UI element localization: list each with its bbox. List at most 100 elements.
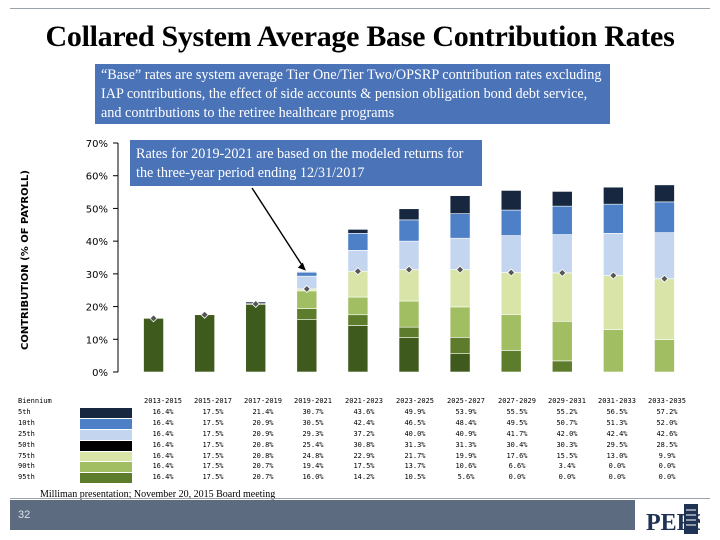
bar-segment-90th-75th	[500, 314, 522, 351]
bar-segment-95th-90th	[551, 360, 573, 373]
table-cell: 17.5%	[353, 462, 375, 471]
table-cell: 16.4%	[152, 473, 174, 482]
bar-segment-10th-5th	[654, 184, 675, 203]
median-marker	[302, 284, 311, 293]
table-cell: 10.5%	[404, 473, 426, 482]
table-row-label: 95th	[18, 473, 35, 482]
y-tick-label: 40%	[86, 237, 108, 248]
table-row: 90th 16.4% 17.5% 20.7% 19.4% 17.5% 13.7% 10.6% 6…	[18, 461, 718, 473]
table-cell: 0.0%	[608, 473, 626, 482]
table-cell: 28.5%	[656, 440, 678, 449]
bar-segment-90th-75th	[398, 300, 420, 328]
table-cell: 24.8%	[302, 451, 324, 460]
table-cell: 42.0%	[556, 429, 578, 438]
table-cell: 16.0%	[302, 473, 324, 482]
table-cell: 19.4%	[302, 462, 324, 471]
bar-segment-25th-10th	[449, 213, 471, 239]
table-cell: 30.4%	[506, 440, 528, 449]
contribution-chart: 0% 10% 20% 30% 40% 50% 60% 70%	[86, 139, 675, 379]
median-marker	[456, 265, 465, 274]
table-row-label: 5th	[18, 407, 31, 416]
bar-segment-75th-50th	[551, 272, 573, 322]
bar-segment-25th-10th	[654, 201, 675, 233]
bar-segment-75th-50th	[398, 269, 420, 302]
table-cell: 20.7%	[252, 462, 274, 471]
table-cell: 3.4%	[558, 462, 576, 471]
bar-segment-50th-25th	[551, 234, 573, 274]
base-rates-note: “Base” rates are system average Tier One…	[95, 64, 610, 124]
y-axis-label: CONTRIBUTION (% OF PAYROLL)	[20, 170, 31, 350]
slide-title: Collared System Average Base Contributio…	[45, 20, 675, 53]
table-cell: 37.2%	[353, 429, 375, 438]
table-cell: 0.0%	[658, 462, 676, 471]
table-cell: 30.7%	[302, 407, 324, 416]
bar-segment-10th-5th	[603, 186, 624, 205]
table-cell: 46.5%	[404, 418, 426, 427]
table-cell: 31.3%	[404, 440, 426, 449]
table-cell: 30.3%	[556, 440, 578, 449]
table-cell: 13.7%	[404, 462, 426, 471]
table-header-row: Biennium 2013-2015 2015-2017 2017-2019 2019-…	[18, 396, 718, 407]
bar-segment-90th-75th	[449, 306, 471, 338]
bar-segment-25th-10th	[603, 203, 624, 234]
table-cell: 52.0%	[656, 418, 678, 427]
bar-segment-95th-90th	[449, 337, 471, 354]
table-cell: 17.5%	[202, 473, 224, 482]
bar-segment-90th-75th	[347, 296, 369, 316]
bar-segment-below-95th	[194, 314, 215, 373]
table-cell: 40.9%	[455, 429, 477, 438]
table-cell: 0.0%	[608, 462, 626, 471]
median-marker	[660, 274, 669, 283]
bar-segment-90th-75th	[551, 320, 573, 362]
table-cell: 20.7%	[252, 473, 274, 482]
table-cell: 15.5%	[556, 451, 578, 460]
callout-arrowhead	[297, 262, 306, 271]
table-cell: 20.8%	[252, 440, 274, 449]
table-cell: 42.4%	[353, 418, 375, 427]
table-cell: 16.4%	[152, 407, 174, 416]
modeled-returns-callout: Rates for 2019-2021 are based on the mod…	[130, 140, 482, 186]
y-tick-label: 10%	[86, 335, 108, 346]
bar-segment-below-95th	[245, 303, 267, 373]
table-cell: 17.5%	[202, 429, 224, 438]
table-cell: 17.5%	[202, 418, 224, 427]
bar-segment-95th-90th	[347, 314, 369, 326]
table-cell: 31.3%	[455, 440, 477, 449]
y-tick-label: 30%	[86, 270, 108, 281]
table-row-label: 50th	[18, 440, 35, 449]
table-row: 25th 16.4% 17.5% 20.9% 29.3% 37.2% 40.0% 40.9% 4…	[18, 428, 718, 440]
table-cell: 30.8%	[353, 440, 375, 449]
table-column-header: 2031-2033	[598, 397, 636, 405]
table-column-header: 2015-2017	[194, 397, 232, 405]
table-cell: 14.2%	[353, 473, 375, 482]
table-row: 10th 16.4% 17.5% 20.9% 30.5% 42.4% 46.5% 48.4% 4…	[18, 417, 718, 429]
bar-segment-below-95th	[398, 337, 420, 373]
table-column-header: 2019-2021	[294, 397, 332, 405]
table-row-label: 90th	[18, 462, 35, 471]
page-number: 32	[18, 509, 31, 521]
table-cell: 25.4%	[302, 440, 324, 449]
table-cell: 55.2%	[556, 407, 578, 416]
y-tick-label: 20%	[86, 303, 108, 314]
bar-segment-below-95th	[296, 319, 318, 373]
table-cell: 42.4%	[606, 429, 628, 438]
table-row-label: 75th	[18, 451, 35, 460]
table-cell: 56.5%	[606, 407, 628, 416]
table-cell: 16.4%	[152, 451, 174, 460]
bar-segment-90th-75th	[603, 329, 624, 373]
table-cell: 49.9%	[404, 407, 426, 416]
legend-swatch	[80, 461, 132, 473]
bar-segment-10th-5th	[500, 190, 522, 211]
bar-segment-below-95th	[143, 318, 164, 373]
table-cell: 42.6%	[656, 429, 678, 438]
legend-swatch	[80, 439, 132, 451]
table-cell: 51.3%	[606, 418, 628, 427]
bar-segment-90th-75th	[654, 339, 675, 373]
table-cell: 21.4%	[252, 407, 274, 416]
bar-segment-75th-50th	[449, 269, 471, 308]
bar-segment-10th-5th	[347, 229, 369, 234]
table-cell: 20.8%	[252, 451, 274, 460]
table-cell: 29.5%	[606, 440, 628, 449]
y-tick-label: 50%	[86, 204, 108, 215]
bar-segment-25th-10th	[347, 232, 369, 251]
